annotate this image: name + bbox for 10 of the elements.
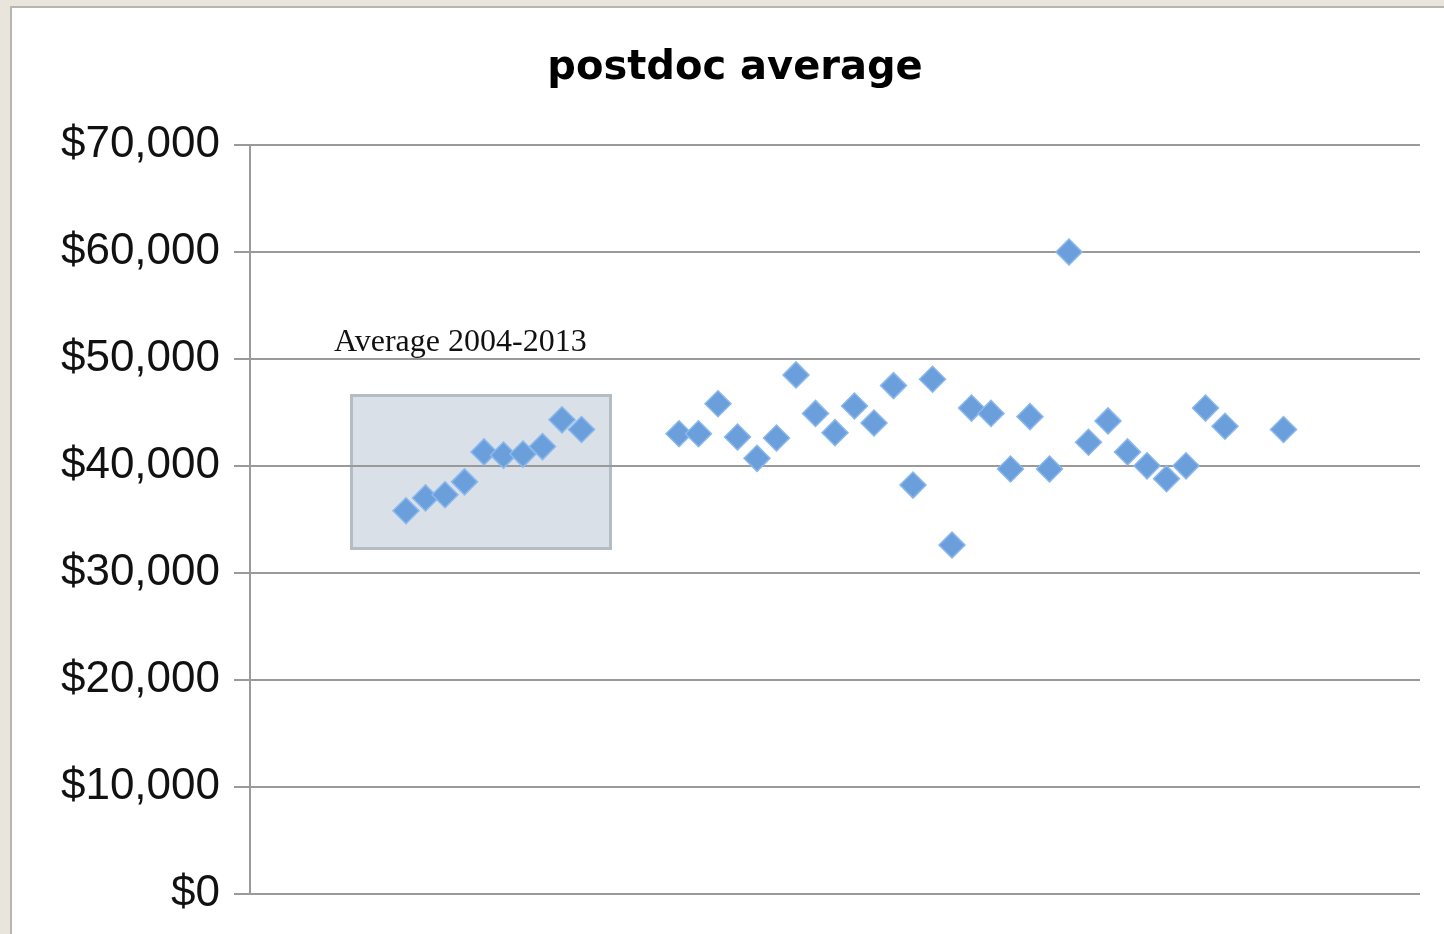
y-tick-label: $40,000 [60,437,220,487]
chart-title: postdoc average [546,42,924,88]
y-tick-label: $60,000 [60,224,220,274]
y-tick-label: $30,000 [60,544,220,594]
y-tick-label: $0 [171,865,220,915]
y-tick-label: $20,000 [60,651,220,701]
annotation: Average 2004-2013 [334,322,587,359]
y-tick-label: $50,000 [60,331,220,381]
y-tick-label: $70,000 [60,117,220,167]
y-tick-label: $10,000 [60,758,220,808]
